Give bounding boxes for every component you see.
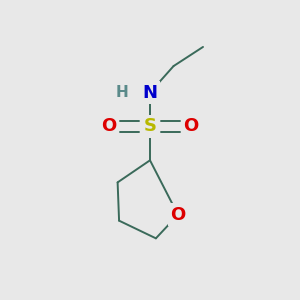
Text: O: O (184, 117, 199, 135)
Text: H: H (116, 85, 128, 100)
Text: O: O (170, 206, 186, 224)
Text: S: S (143, 117, 157, 135)
Text: O: O (101, 117, 116, 135)
Text: N: N (142, 84, 158, 102)
